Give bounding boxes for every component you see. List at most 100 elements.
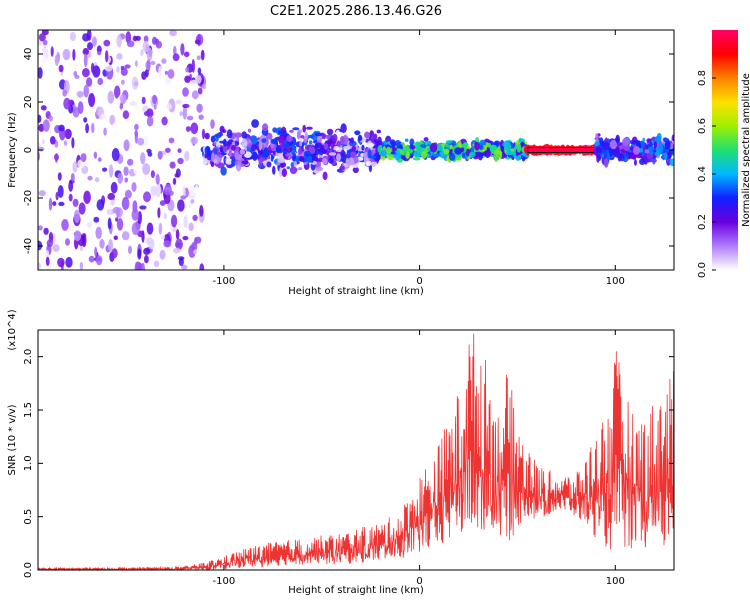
heatmap-cell [143,191,151,203]
heatmap-cell [241,138,248,148]
heatmap-cell [57,257,65,268]
heatmap-cell [180,43,185,56]
heatmap-cell [449,144,453,150]
heatmap-cell [183,215,188,228]
heatmap-cell [123,139,130,152]
heatmap-cell [190,79,197,86]
heatmap-cell [169,161,176,169]
heatmap-cell [48,115,53,122]
heatmap-cell [138,171,142,178]
heatmap-cell [90,62,95,74]
heatmap-cell [109,199,116,206]
heatmap-cell [54,54,59,66]
snr-series [37,333,675,572]
spectrogram-x-label: Height of straight line (km) [288,286,424,297]
heatmap-cell [177,256,185,261]
heatmap-cell [657,144,664,154]
heatmap-cell [175,99,182,105]
heatmap-cell [109,164,114,178]
heatmap-cell [445,140,453,144]
heatmap-cell [143,111,151,117]
heatmap-cell [370,155,377,159]
heatmap-cell [201,128,206,140]
heatmap-cell [109,114,116,126]
heatmap-cell [146,222,154,235]
heatmap-cell [76,90,84,98]
spectrogram-heatmap [38,30,674,270]
heatmap-cell [225,158,233,165]
heatmap-cell [184,150,190,162]
heatmap-cell [147,151,153,157]
heatmap-cell [302,124,307,133]
heatmap-cell [346,158,355,166]
heatmap-cell [52,232,56,245]
heatmap-cell [182,106,188,120]
chart-title: C2E1.2025.286.13.46.G26 [270,4,442,19]
heatmap-cell [91,36,97,47]
heatmap-cell [615,134,620,144]
heatmap-cell [620,149,626,153]
heatmap-cell [42,119,50,132]
heatmap-cell [220,152,227,156]
x-tick-label: -100 [213,276,236,287]
heatmap-cell [153,104,157,110]
heatmap-cell [124,177,128,183]
heatmap-cell [410,145,416,150]
heatmap-cell [190,199,195,204]
heatmap-cell [97,51,102,56]
heatmap-cell [354,130,361,136]
heatmap-cell [200,49,205,61]
heatmap-cell [112,122,118,136]
heatmap-cell [644,149,650,154]
heatmap-cell [298,129,303,133]
heatmap-cell [443,149,450,155]
colorbar-gradient [712,30,738,270]
heatmap-cell [671,134,674,142]
heatmap-cell [609,149,613,156]
heatmap-cell [164,184,172,196]
heatmap-cell [95,226,102,239]
heatmap-cell [61,219,69,231]
heatmap-cell [108,239,113,252]
heatmap-cell [155,173,160,185]
heatmap-cell [38,142,41,148]
heatmap-cell [116,53,123,60]
heatmap-cell [190,136,199,145]
heatmap-cell [293,160,297,167]
heatmap-cell [120,67,128,77]
heatmap-cell [516,143,522,153]
heatmap-cell [46,239,54,248]
heatmap-cell [93,151,98,159]
heatmap-cell [188,244,196,258]
heatmap-cell [175,229,180,240]
heatmap-cell [88,93,96,107]
heatmap-cell [322,171,328,181]
heatmap-cell [167,69,175,79]
heatmap-cell [415,141,420,149]
heatmap-cell [78,202,86,215]
heatmap-cell [257,148,264,156]
heatmap-cell [270,154,274,162]
heatmap-cell [352,166,359,174]
heatmap-cell [321,158,328,165]
heatmap-cell [188,201,192,209]
colorbar-tick-label: 0.2 [697,214,708,230]
x-tick-label: -100 [213,576,236,587]
heatmap-cell [281,168,287,178]
heatmap-cell [180,195,187,200]
heatmap-cell [350,137,355,144]
heatmap-cell [321,138,326,144]
heatmap-cell [247,128,252,133]
heatmap-cell [157,150,163,160]
heatmap-cell [72,198,79,207]
heatmap-cell [152,94,158,105]
heatmap-cell [179,111,184,116]
heatmap-cell [272,127,278,133]
heatmap-cell [83,117,88,123]
heatmap-cell [423,137,429,142]
heatmap-cell [185,126,191,132]
heatmap-cell [144,255,149,264]
heatmap-cell [166,103,172,110]
heatmap-cell [196,103,203,113]
heatmap-cell [258,141,263,151]
